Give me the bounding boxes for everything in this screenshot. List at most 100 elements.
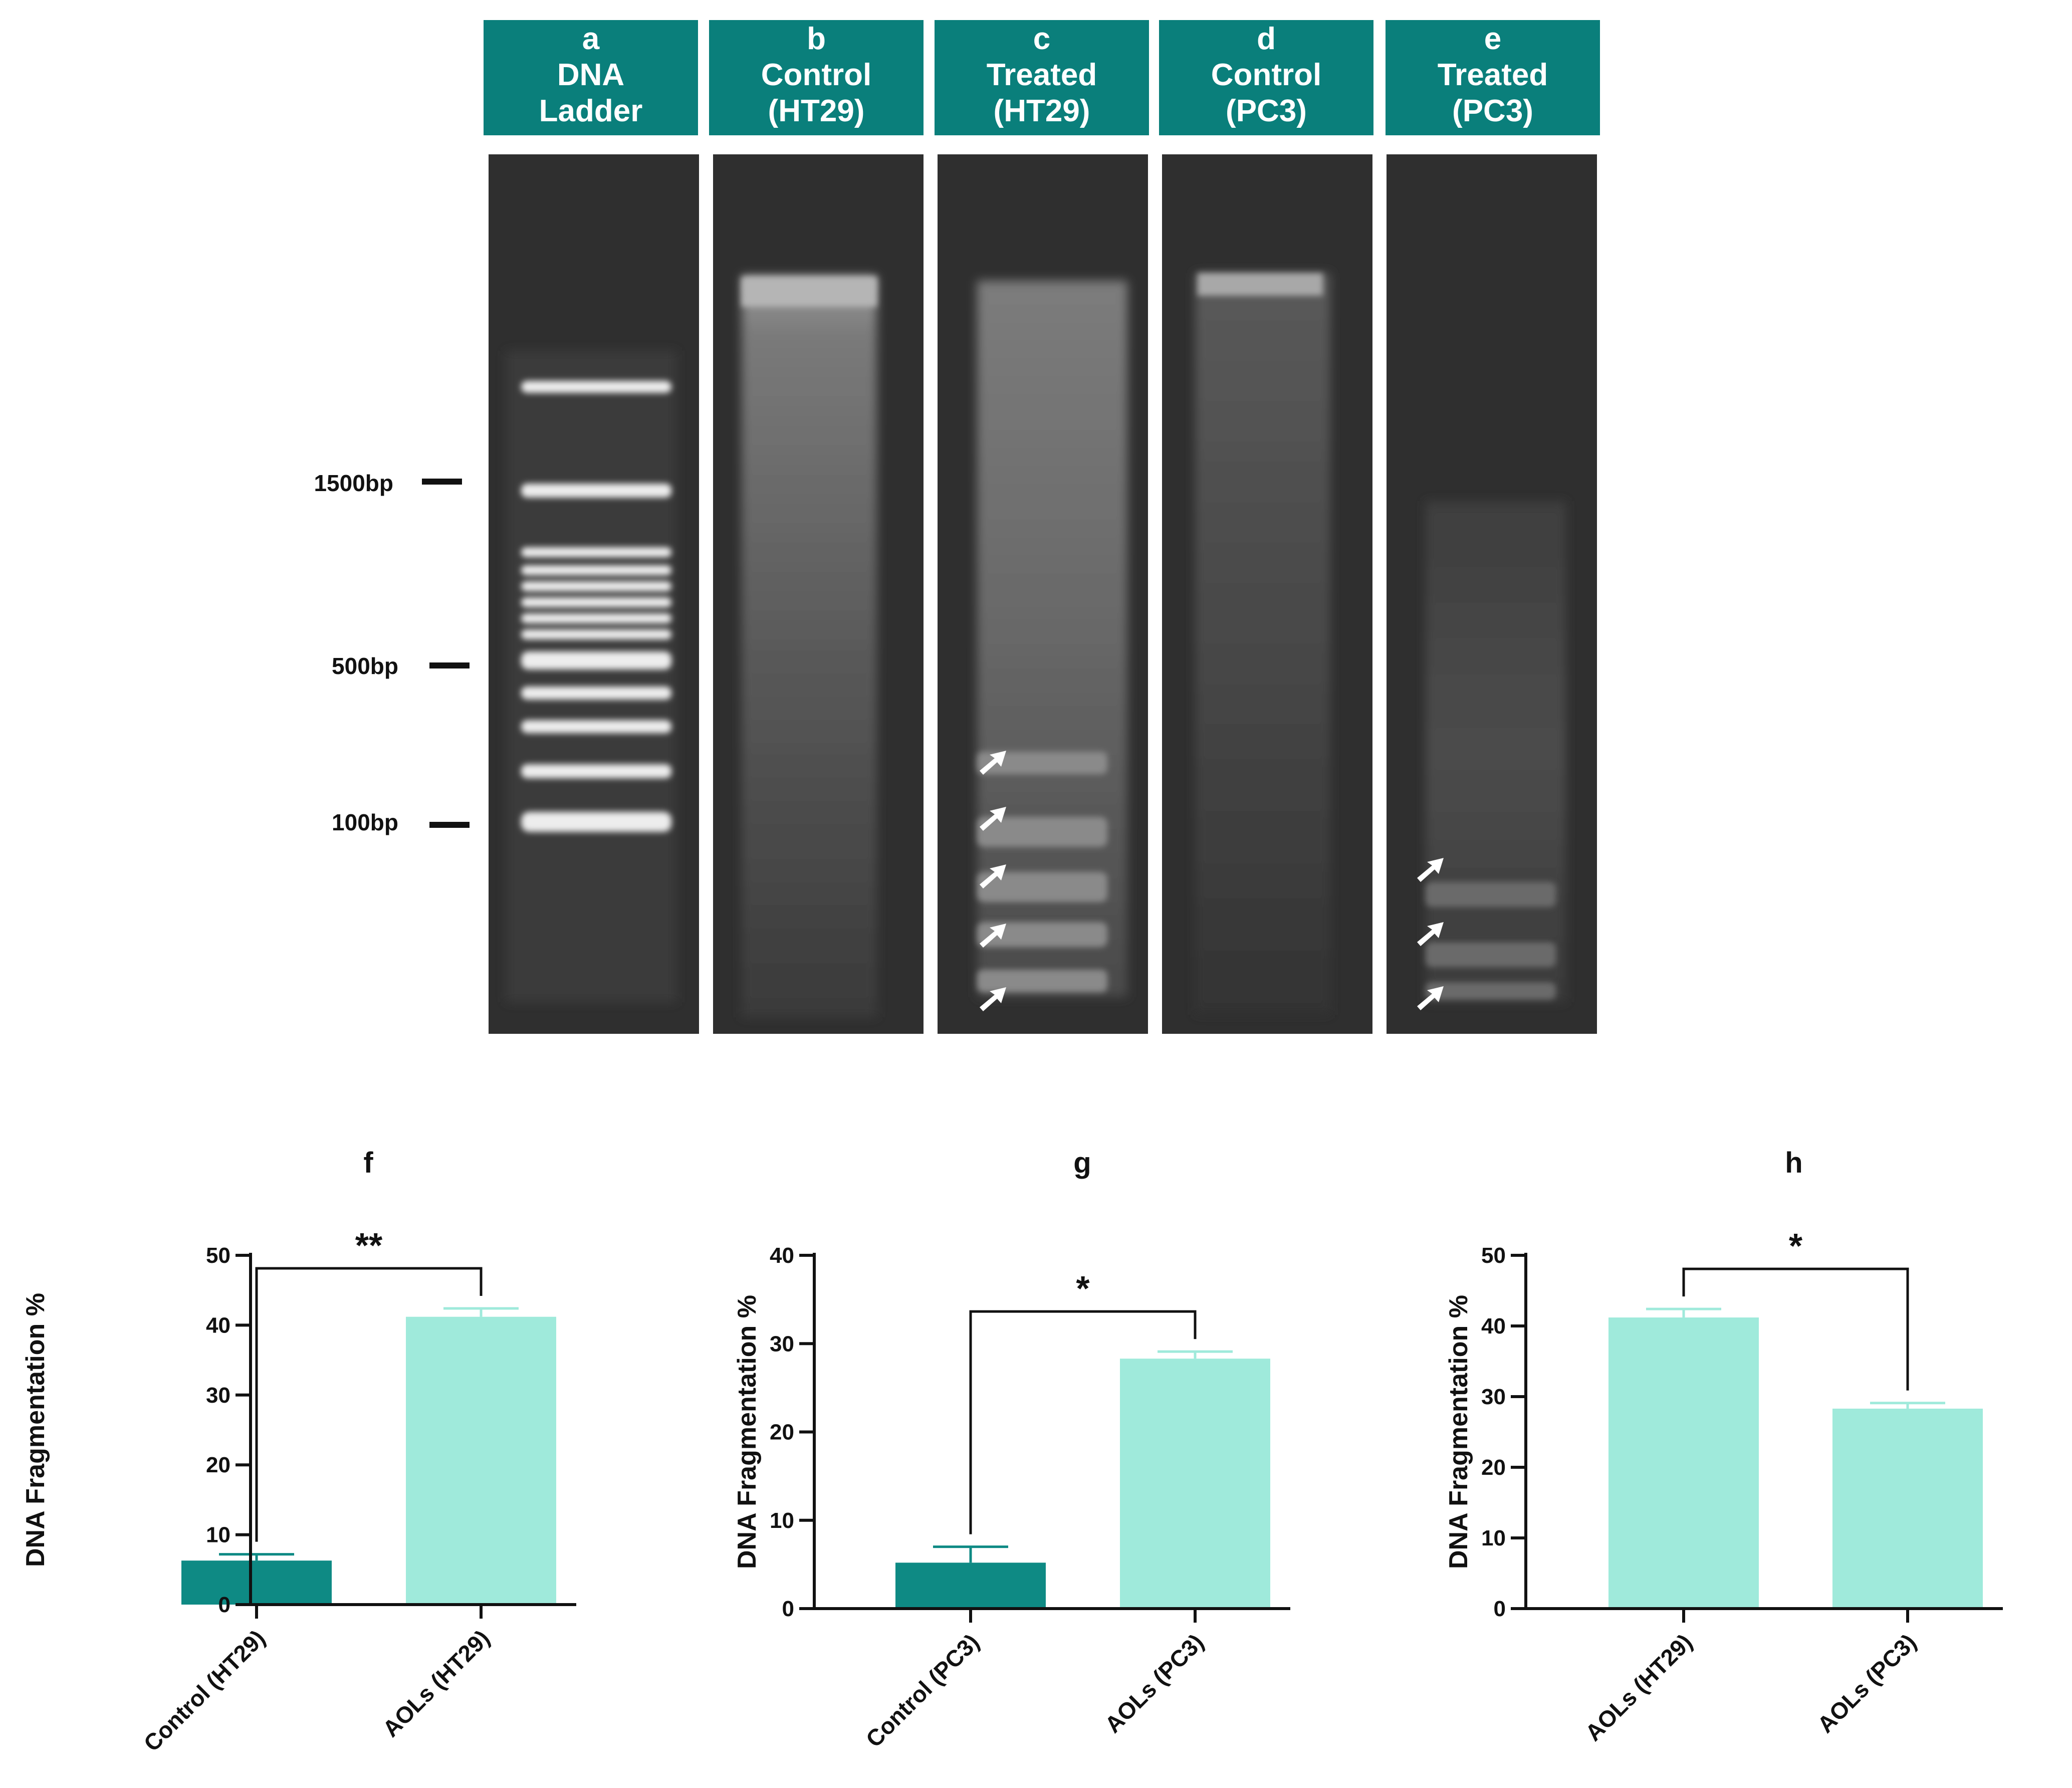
lane-header-a: a DNA Ladder — [484, 20, 698, 135]
lane-letter: c — [1033, 22, 1050, 56]
bar — [1832, 1408, 1983, 1609]
size-marker-tick — [429, 662, 470, 668]
x-tick-label: AOLs (HT29) — [1580, 1629, 1697, 1746]
size-marker-100bp: 100bp — [332, 809, 398, 835]
y-tick-label: 10 — [770, 1508, 794, 1533]
gel-lane-b — [713, 154, 924, 1034]
significance-bracket — [969, 1310, 1197, 1534]
y-tick-label: 40 — [770, 1243, 794, 1268]
y-tick-label: 0 — [218, 1593, 231, 1617]
size-marker-tick — [429, 822, 470, 828]
lane-header-c-box — [935, 20, 1149, 135]
ladder-band — [521, 597, 671, 607]
lane-label-line2: (HT29) — [994, 94, 1090, 128]
y-tick-label: 50 — [206, 1243, 231, 1268]
lane-header-e-box — [1386, 20, 1600, 135]
fragment-band — [1426, 982, 1556, 1000]
arrow-icon — [980, 807, 1006, 831]
fragment-band — [977, 970, 1107, 992]
fragment-smear — [1426, 501, 1566, 1002]
ladder-band — [521, 484, 671, 498]
arrow-icon — [980, 751, 1006, 775]
lane-header-b-box — [709, 20, 924, 135]
lane-label-line2: (PC3) — [1452, 94, 1533, 128]
lane-label-line1: Treated — [987, 58, 1097, 92]
lane-label-line1: Treated — [1438, 58, 1548, 92]
fragment-band — [977, 752, 1107, 774]
gel-lane-a — [489, 154, 699, 1034]
size-marker-tick — [422, 479, 462, 485]
genomic-band — [742, 277, 877, 307]
significance-label: ** — [355, 1226, 383, 1265]
y-tick-label: 30 — [770, 1331, 794, 1356]
bar — [1120, 1359, 1270, 1609]
arrow-icon — [980, 864, 1006, 888]
y-tick-label: 10 — [1481, 1526, 1506, 1550]
y-tick-label: 40 — [1481, 1314, 1506, 1338]
y-axis-label: DNA Fragmentation % — [733, 1295, 762, 1569]
fragment-band — [977, 922, 1107, 947]
lane-header-e: e Treated (PC3) — [1386, 20, 1600, 135]
fragment-band — [977, 872, 1107, 902]
y-tick-label: 0 — [1494, 1597, 1506, 1621]
y-tick-label: 20 — [770, 1420, 794, 1445]
lane-letter: e — [1484, 22, 1501, 56]
lane-label-line2: (PC3) — [1226, 94, 1307, 128]
lane-label-line1: DNA — [557, 58, 624, 92]
fragment-band — [1426, 882, 1556, 907]
lane-letter: b — [807, 22, 826, 56]
ladder-band — [521, 565, 671, 575]
ladder-band — [521, 381, 671, 393]
arrow-icon — [980, 924, 1006, 948]
ladder-band — [521, 581, 671, 591]
lane-header-b: b Control (HT29) — [709, 20, 924, 135]
panel-letter: g — [1073, 1147, 1091, 1179]
size-markers: 1500bp 500bp 100bp — [314, 470, 470, 835]
y-tick-label: 0 — [782, 1597, 794, 1621]
ladder-band — [521, 651, 671, 669]
lane-label-line1: Control — [1211, 58, 1321, 92]
bar — [895, 1562, 1046, 1609]
lane-header-d: d Control (PC3) — [1159, 20, 1373, 135]
ladder-band — [521, 547, 671, 557]
lane-label-line2: (HT29) — [768, 94, 865, 128]
lane-header-a-box — [484, 20, 698, 135]
fragment-band — [1426, 942, 1556, 967]
ladder-band — [521, 629, 671, 639]
gel-lane-c — [938, 154, 1148, 1034]
bar — [181, 1560, 332, 1605]
y-tick-label: 50 — [1481, 1243, 1506, 1268]
arrow-icon — [1417, 858, 1444, 882]
size-marker-1500bp: 1500bp — [314, 470, 393, 496]
y-tick-label: 30 — [1481, 1385, 1506, 1409]
fragment-bands — [977, 752, 1107, 992]
bar — [406, 1316, 556, 1605]
gel-lane-d — [1162, 154, 1372, 1034]
chart-panel-g: g DNA Fragmentation % 0 10 20 30 40 Control (PC… — [733, 1147, 1290, 1752]
y-tick-label: 30 — [206, 1383, 231, 1408]
lane-header-d-box — [1159, 20, 1373, 135]
x-tick-label: Control (HT29) — [138, 1625, 270, 1756]
significance-bracket — [1682, 1267, 1909, 1391]
fragment-bands — [1426, 882, 1556, 1000]
chart-panel-f: f DNA Fragmentation % 0 10 20 30 40 50 Control (… — [21, 1147, 576, 1756]
fragment-band — [977, 817, 1107, 847]
ladder-band — [521, 812, 671, 832]
x-tick-label: AOLs (PC3) — [1100, 1629, 1209, 1738]
significance-label: * — [1789, 1226, 1803, 1265]
lane-label-line2: Ladder — [539, 94, 643, 128]
ladder-band — [521, 720, 671, 733]
lane-headers: a DNA Ladder b Control (HT29) c Treated … — [484, 20, 1600, 135]
x-tick-label: AOLs (HT29) — [377, 1625, 495, 1742]
fragment-arrows — [980, 751, 1006, 1011]
panel-letter: h — [1785, 1147, 1802, 1179]
y-tick-label: 40 — [206, 1313, 231, 1337]
lane-label-line1: Control — [761, 58, 871, 92]
y-tick-label: 10 — [206, 1523, 231, 1547]
panel-letter: f — [363, 1147, 373, 1179]
genomic-band — [1198, 273, 1323, 296]
genomic-smear — [742, 276, 877, 1017]
ladder-band — [521, 613, 671, 623]
lane-letter: a — [582, 22, 600, 56]
